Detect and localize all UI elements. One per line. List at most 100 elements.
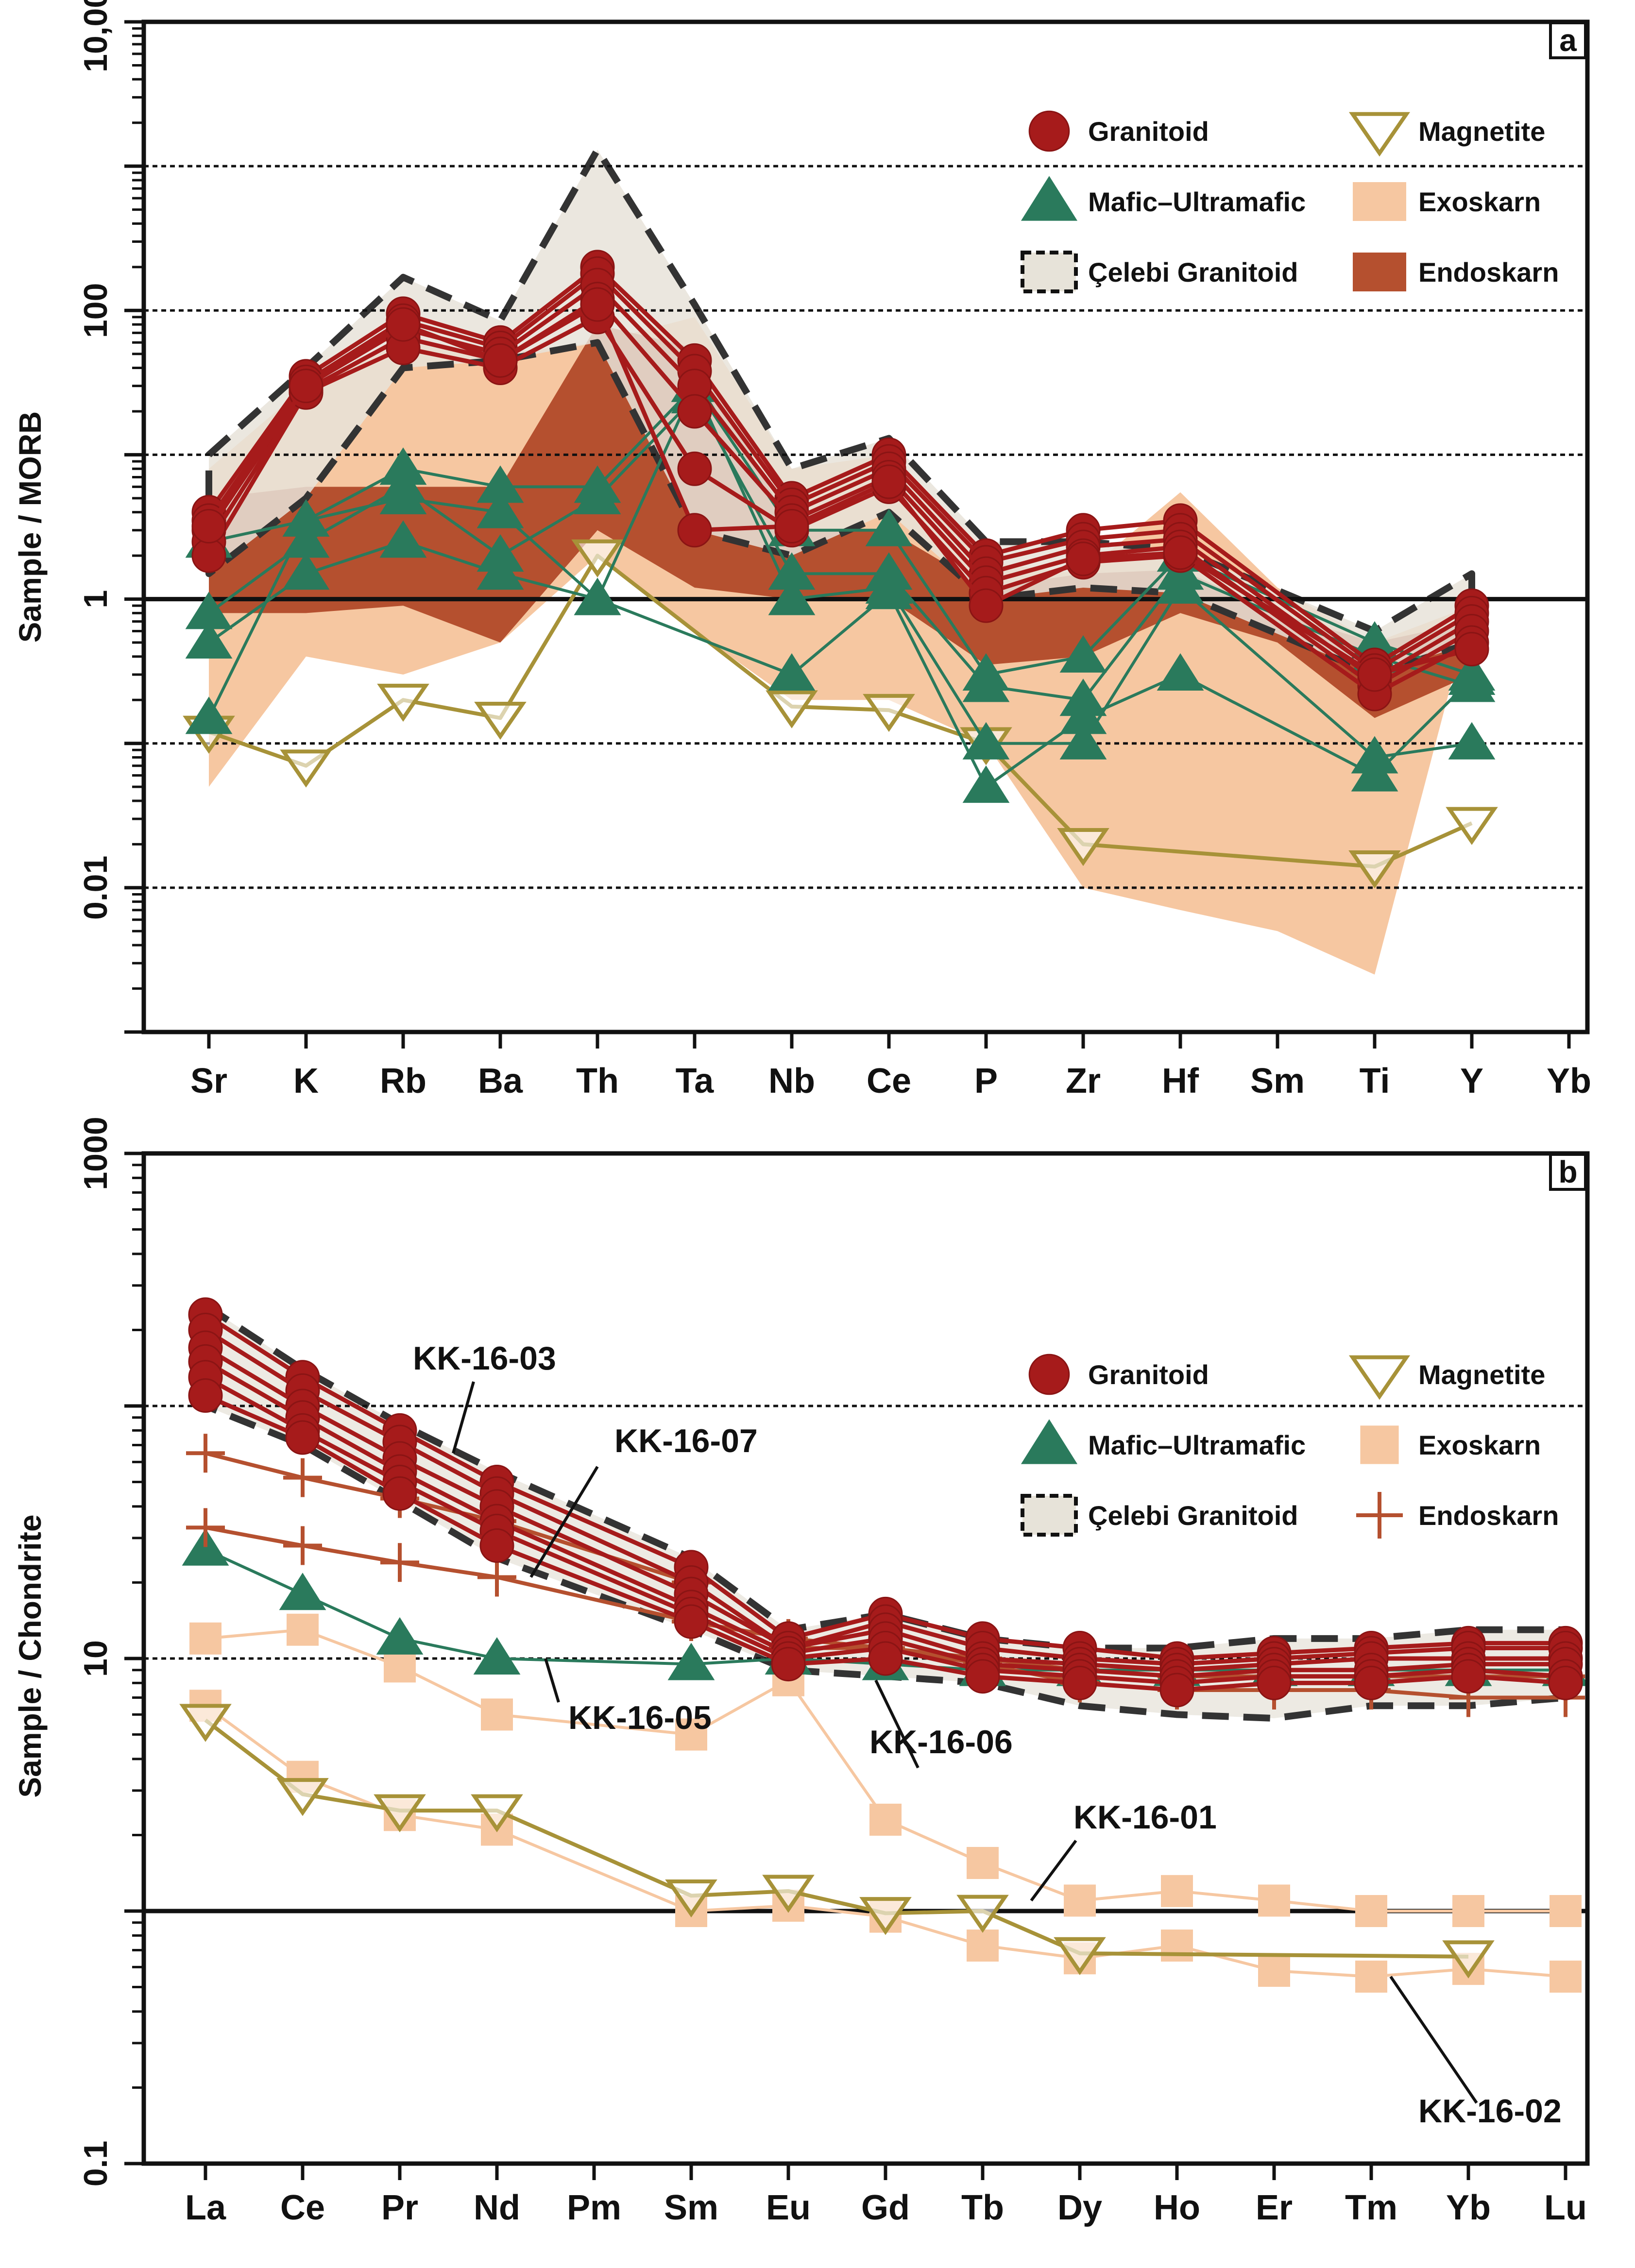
annotation: KK-16-05 — [544, 1658, 712, 1736]
exoskarn-marker — [869, 1803, 902, 1836]
annotation: KK-16-07 — [529, 1422, 758, 1578]
mafic-marker — [1448, 722, 1496, 760]
granitoid-marker — [1354, 1665, 1389, 1700]
legend-label: Çelebi Granitoid — [1088, 257, 1298, 288]
exoskarn-legend-marker — [1360, 1425, 1399, 1464]
legend-item-exoskarn: Exoskarn — [1353, 182, 1541, 221]
x-tick-label: Rb — [380, 1062, 426, 1100]
annotation: KK-16-06 — [869, 1679, 1013, 1769]
magnetite-marker — [1348, 850, 1401, 889]
mafic-marker — [282, 499, 330, 537]
exoskarn-marker — [287, 1613, 319, 1646]
granitoid-marker — [191, 538, 226, 573]
exoskarn-marker — [1161, 1929, 1193, 1962]
x-tick-label: P — [974, 1062, 998, 1100]
series-line — [204, 1718, 1469, 1959]
series-line — [207, 496, 1473, 789]
granitoid-marker — [771, 1647, 806, 1682]
magnetite-marker — [179, 1704, 232, 1742]
magnetite-marker — [1057, 828, 1109, 866]
legend-item-magnetite: Magnetite — [1348, 1355, 1545, 1400]
annotation-label: KK-16-01 — [1073, 1799, 1217, 1836]
legend-label: Endoskarn — [1418, 257, 1559, 288]
mafic-marker — [865, 508, 913, 546]
mafic-marker — [768, 653, 816, 691]
x-tick-label: Ta — [676, 1062, 715, 1100]
x-tick-label: Nb — [768, 1062, 815, 1100]
legend-label: Exoskarn — [1418, 186, 1541, 217]
magnetite-marker — [863, 694, 915, 732]
y-axis-label: Sample / Chondrite — [13, 1514, 48, 1797]
x-tick-label: Th — [576, 1062, 619, 1100]
exoskarn-marker — [384, 1650, 416, 1683]
annotation-label: KK-16-02 — [1418, 2093, 1562, 2130]
annotation-leader — [544, 1658, 560, 1703]
endoskarn-marker — [186, 1434, 225, 1473]
plot-area — [144, 146, 1587, 975]
legend-item-exoskarn: Exoskarn — [1360, 1425, 1541, 1464]
granitoid-marker — [1451, 1659, 1486, 1694]
legend-item-granitoid: Granitoid — [1028, 110, 1209, 152]
legend-item-endoskarn: Endoskarn — [1356, 1492, 1559, 1539]
granitoid-marker — [188, 1378, 223, 1413]
celebi-swatch — [1021, 251, 1078, 293]
annotation-leader — [1389, 1976, 1478, 2104]
magnetite-marker — [956, 1895, 1009, 1933]
x-tick-label: Sm — [1250, 1062, 1305, 1100]
granitoid-marker — [580, 287, 615, 322]
annotation-leader — [1030, 1840, 1077, 1902]
magnetite-legend-marker — [1348, 112, 1411, 157]
magnetite-marker — [1054, 1937, 1106, 1975]
x-tick-label: Nd — [474, 2188, 520, 2227]
endoskarn-marker — [283, 1526, 322, 1565]
series-exoskarn-1 — [189, 1613, 1582, 1927]
y-tick-label: 10,000 — [77, 0, 114, 72]
mafic-marker — [477, 552, 524, 590]
granitoid-marker — [289, 369, 324, 404]
magnetite-marker — [377, 683, 429, 722]
granitoid-marker — [677, 451, 712, 486]
legend-item-magnetite: Magnetite — [1348, 112, 1545, 157]
mafic-marker — [1059, 696, 1107, 734]
y-tick-label: 0.1 — [77, 2141, 114, 2187]
exoskarn-marker — [1258, 1955, 1290, 1987]
exoskarn-marker — [675, 1718, 707, 1751]
annotation: KK-16-02 — [1389, 1976, 1562, 2130]
magnetite-marker — [571, 539, 624, 577]
annotation: KK-16-03 — [413, 1340, 556, 1454]
granitoid-marker — [479, 1528, 514, 1563]
magnetite-legend-marker — [1348, 1355, 1411, 1400]
x-tick-label: Ti — [1360, 1062, 1390, 1100]
mafic-marker — [1351, 754, 1398, 792]
endoskarn-field — [209, 324, 1472, 718]
exoskarn-marker — [481, 1698, 513, 1731]
series-granitoid-6 — [191, 287, 1489, 692]
x-tick-label: Lu — [1544, 2188, 1587, 2227]
mafic-marker — [962, 765, 1010, 803]
legend-item-mafic: Mafic–Ultramafic — [1021, 176, 1306, 221]
exoskarn-marker — [967, 1929, 999, 1962]
mafic-marker — [185, 592, 233, 629]
magnetite-marker — [374, 1794, 426, 1832]
legend-label: Magnetite — [1418, 1359, 1545, 1390]
x-tick-label: Yb — [1547, 1062, 1591, 1100]
x-tick-label: Ba — [478, 1062, 523, 1100]
x-tick-label: Tb — [961, 2188, 1004, 2227]
granitoid-marker — [774, 508, 809, 543]
granitoid-legend-marker — [1028, 1354, 1070, 1395]
legend-label: Magnetite — [1418, 116, 1545, 147]
mafic-marker — [473, 1637, 521, 1675]
granitoid-marker — [191, 508, 226, 543]
x-tick-label: Ho — [1154, 2188, 1200, 2227]
magnetite-marker — [276, 1778, 329, 1816]
legend: Granitoid Magnetite Mafic–Ultramafic Exoska… — [1021, 1354, 1559, 1539]
mafic-marker — [667, 1642, 715, 1680]
exoskarn-marker — [967, 1847, 999, 1879]
exoskarn-marker — [1355, 1895, 1387, 1927]
exoskarn-marker — [1161, 1875, 1193, 1907]
granitoid-marker — [868, 1641, 903, 1676]
exoskarn-marker — [1355, 1961, 1387, 1993]
mafic-marker — [1157, 653, 1204, 691]
series-magnetite — [179, 1704, 1495, 1979]
